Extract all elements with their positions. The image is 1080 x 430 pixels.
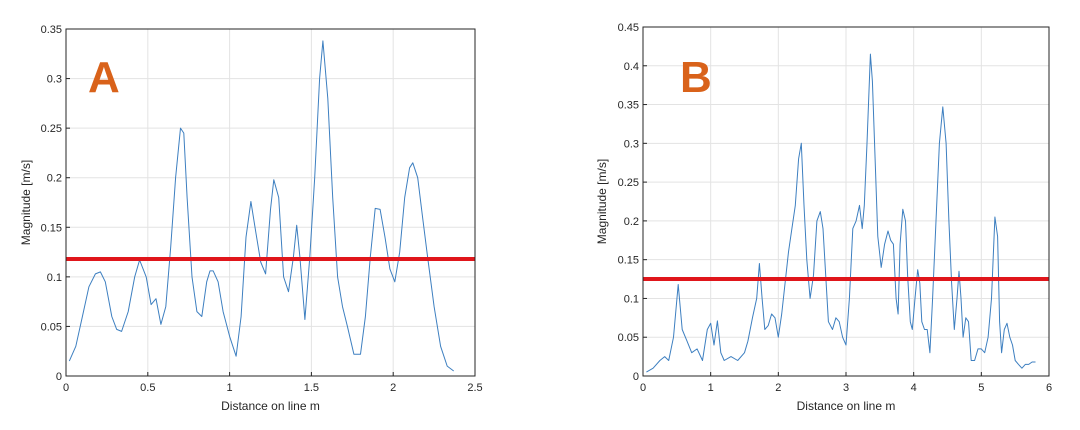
y-tick-label: 0.35 (41, 24, 62, 36)
x-tick-label: 3 (843, 382, 849, 394)
y-tick-label: 0.25 (618, 177, 639, 189)
x-tick-label: 2.5 (467, 382, 482, 394)
y-tick-label: 0.1 (624, 293, 639, 305)
panel-label: B (680, 53, 712, 102)
y-tick-label: 0.3 (624, 138, 639, 150)
y-tick-label: 0.3 (47, 74, 62, 86)
x-tick-label: 5 (978, 382, 984, 394)
y-tick-label: 0.25 (41, 123, 62, 135)
y-tick-label: 0.15 (618, 255, 639, 267)
x-tick-label: 6 (1046, 382, 1052, 394)
plot-frame (65, 28, 476, 377)
x-tick-label: 4 (911, 382, 917, 394)
chart-panel-b: 0 1 2 3 4 5 6 0 0.05 0.1 0.15 0.2 0.25 0.3 0.35 0.4 0.45… (595, 22, 1052, 413)
x-tick-label: 0.5 (140, 382, 155, 394)
y-tick-label: 0.05 (41, 321, 62, 333)
y-tick-label: 0 (633, 371, 639, 383)
y-tick-label: 0 (56, 371, 62, 383)
y-tick-label: 0.2 (624, 216, 639, 228)
x-tick-label: 1.5 (304, 382, 319, 394)
y-tick-label: 0.15 (41, 222, 62, 234)
x-tick-label: 1 (227, 382, 233, 394)
y-axis-label: Magnitude [m/s] (595, 159, 609, 244)
series-line-0 (68, 40, 455, 372)
x-axis-label: Distance on line m (221, 399, 320, 413)
plot-area (66, 29, 475, 376)
y-tick-label: 0.1 (47, 272, 62, 284)
x-axis-label: Distance on line m (797, 399, 896, 413)
series-line-0 (646, 53, 1036, 373)
chart-panel-a: 0 0.5 1 1.5 2 2.5 0 0.05 0.1 0.15 0.2 0.25 0.3 0.35 Di… (19, 24, 483, 413)
x-tick-label: 2 (775, 382, 781, 394)
x-tick-label: 1 (708, 382, 714, 394)
y-tick-label: 0.05 (618, 332, 639, 344)
y-tick-label: 0.45 (618, 22, 639, 34)
x-tick-label: 2 (390, 382, 396, 394)
y-tick-label: 0.2 (47, 173, 62, 185)
x-tick-label: 0 (640, 382, 646, 394)
y-axis-label: Magnitude [m/s] (19, 160, 33, 245)
panel-label: A (88, 53, 120, 102)
y-tick-label: 0.4 (624, 61, 639, 73)
y-tick-label: 0.35 (618, 100, 639, 112)
x-tick-label: 0 (63, 382, 69, 394)
